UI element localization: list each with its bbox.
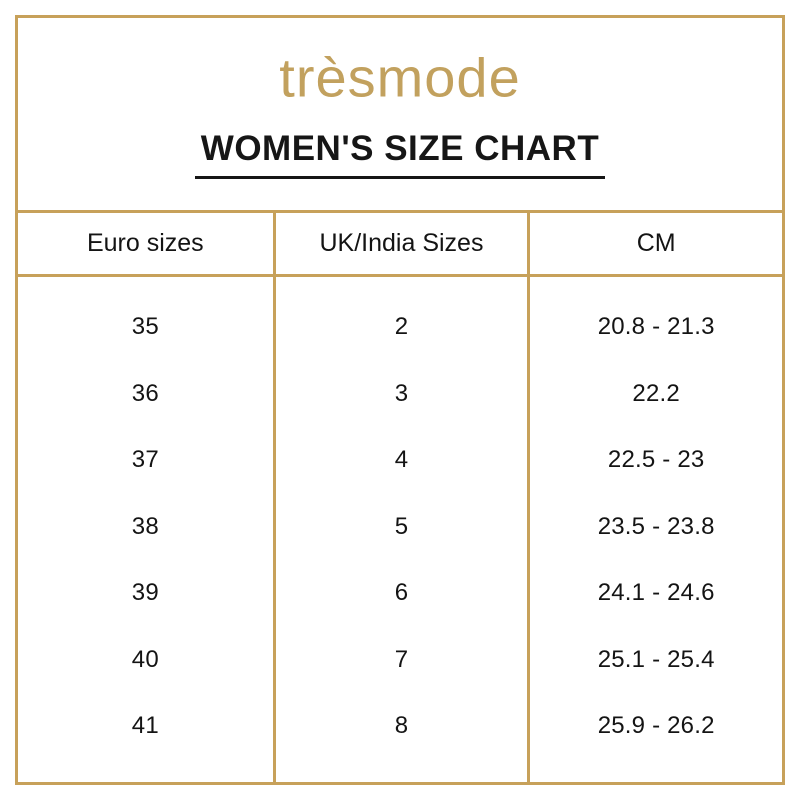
cell-cm-row-6: 25.9 - 26.2	[597, 712, 715, 740]
column-euro-sizes: Euro sizes 35 36 37 38 39 40 41	[18, 213, 273, 782]
cell-uk-india-row-4: 6	[394, 579, 409, 607]
cell-uk-india-row-2: 4	[394, 446, 409, 474]
cell-cm-row-3: 23.5 - 23.8	[597, 512, 715, 540]
cell-cm-row-1: 22.2	[632, 379, 680, 407]
cell-uk-india-row-6: 8	[394, 712, 409, 740]
cell-uk-india-row-0: 2	[394, 313, 409, 341]
column-uk-india-cells: 2 3 4 5 6 7 8	[276, 277, 528, 782]
cell-euro-row-2: 37	[131, 446, 159, 474]
page-title: WOMEN'S SIZE CHART	[194, 129, 606, 179]
cell-euro-row-5: 40	[131, 645, 159, 673]
cell-cm-row-4: 24.1 - 24.6	[597, 579, 715, 607]
size-table: Euro sizes 35 36 37 38 39 40 41 UK/India…	[18, 210, 782, 782]
tresmode-logo: trèsmode	[279, 46, 521, 109]
cell-cm-row-5: 25.1 - 25.4	[597, 645, 715, 673]
outer-frame: trèsmode WOMEN'S SIZE CHART Euro sizes 3…	[15, 15, 785, 785]
column-header-uk-india-sizes: UK/India Sizes	[275, 213, 528, 277]
cell-euro-row-4: 39	[131, 579, 159, 607]
cell-cm-row-0: 20.8 - 21.3	[597, 313, 715, 341]
cell-uk-india-row-5: 7	[394, 645, 409, 673]
cell-euro-row-3: 38	[131, 512, 159, 540]
column-uk-india-sizes: UK/India Sizes 2 3 4 5 6 7 8	[272, 213, 528, 782]
cell-euro-row-1: 36	[131, 379, 159, 407]
cell-cm-row-2: 22.5 - 23	[607, 446, 705, 474]
cell-uk-india-row-1: 3	[394, 379, 409, 407]
column-header-euro-sizes: Euro sizes	[18, 213, 273, 277]
cell-euro-row-0: 35	[131, 313, 159, 341]
column-cm-cells: 20.8 - 21.3 22.2 22.5 - 23 23.5 - 23.8 2…	[530, 277, 782, 782]
cell-uk-india-row-3: 5	[394, 512, 409, 540]
column-header-cm: CM	[530, 213, 782, 277]
column-euro-cells: 35 36 37 38 39 40 41	[18, 277, 273, 782]
brand-header: trèsmode WOMEN'S SIZE CHART	[18, 18, 782, 210]
column-cm: CM 20.8 - 21.3 22.2 22.5 - 23 23.5 - 23.…	[527, 213, 782, 782]
cell-euro-row-6: 41	[131, 712, 159, 740]
